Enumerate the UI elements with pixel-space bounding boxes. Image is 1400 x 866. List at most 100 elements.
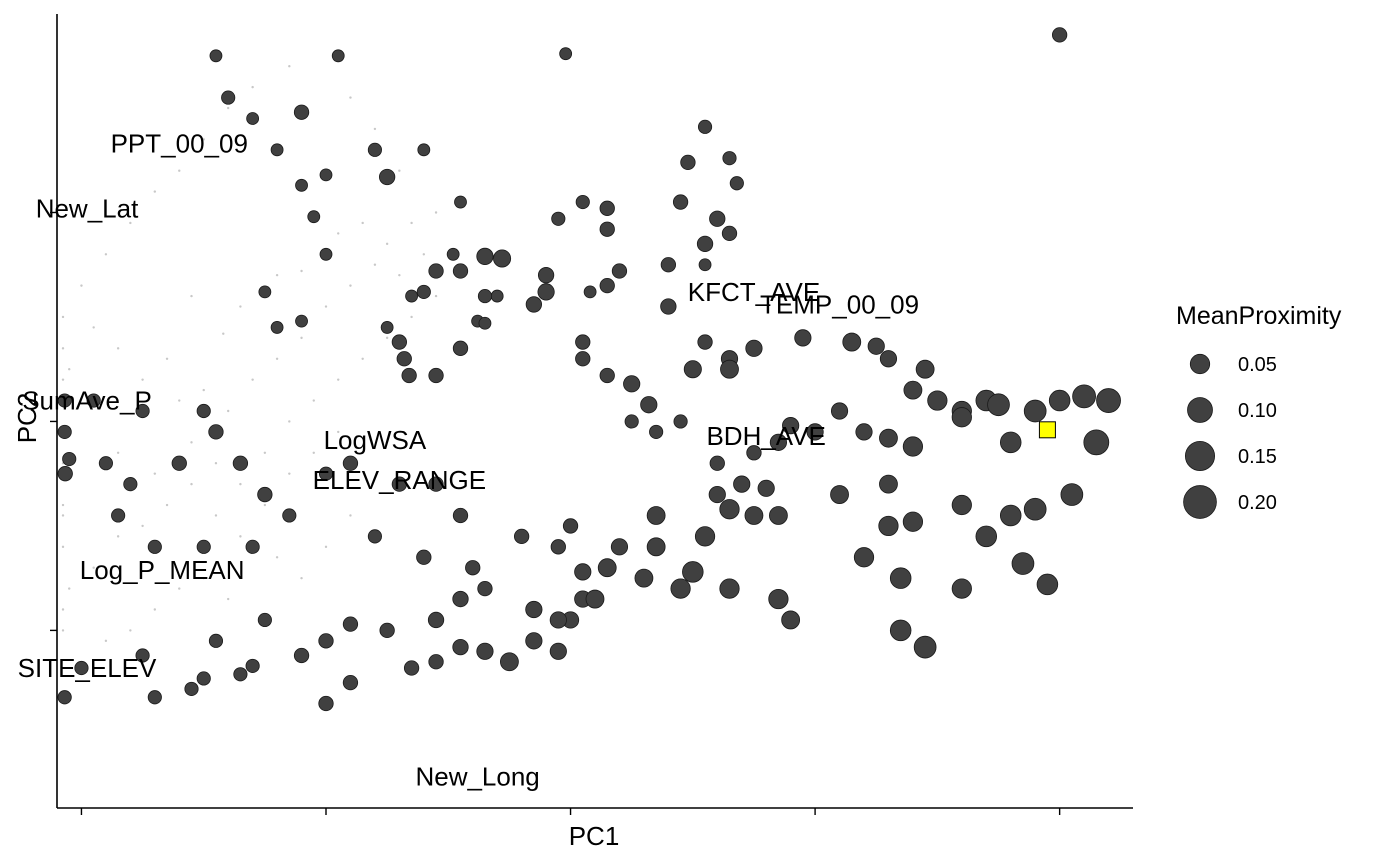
- site-point: [367, 142, 382, 157]
- site-point: [318, 466, 334, 481]
- background-point: [61, 378, 65, 381]
- site-point: [396, 351, 412, 367]
- site-point: [476, 642, 494, 660]
- site-point: [405, 289, 418, 303]
- site-point: [416, 284, 431, 299]
- site-point: [221, 90, 236, 105]
- site-point: [951, 578, 972, 599]
- background-point: [104, 253, 108, 256]
- site-point: [342, 674, 359, 691]
- site-point: [493, 249, 512, 268]
- site-point: [318, 695, 334, 712]
- site-point: [331, 49, 345, 63]
- site-point: [855, 423, 873, 441]
- site-point: [111, 508, 126, 523]
- site-point: [575, 194, 590, 210]
- site-point: [478, 316, 492, 330]
- site-point: [452, 590, 469, 608]
- background-point: [288, 472, 291, 475]
- site-point: [57, 690, 72, 705]
- site-point: [867, 337, 885, 355]
- site-point: [293, 104, 310, 120]
- y-axis-title: PC2: [12, 393, 42, 444]
- site-point: [708, 485, 726, 504]
- site-point: [672, 194, 689, 210]
- site-point: [477, 580, 493, 597]
- site-point: [391, 476, 408, 492]
- site-point: [697, 334, 713, 350]
- site-point: [575, 334, 591, 350]
- background-point: [337, 378, 340, 381]
- site-point: [246, 112, 260, 125]
- legend: MeanProximity 0.05 0.10 0.15 0.20: [1176, 302, 1342, 519]
- site-point: [367, 529, 382, 544]
- site-point: [746, 445, 762, 461]
- site-point: [428, 263, 444, 279]
- site-point: [782, 417, 800, 435]
- site-point: [428, 367, 444, 384]
- site-point: [903, 380, 923, 400]
- site-point: [649, 424, 664, 439]
- site-point: [476, 247, 494, 265]
- site-point: [135, 648, 150, 663]
- variable-label: LogWSA: [324, 425, 427, 455]
- background-point: [214, 514, 218, 517]
- background-point: [116, 535, 120, 538]
- site-point: [879, 474, 898, 494]
- site-point: [559, 47, 573, 61]
- site-point: [233, 667, 248, 682]
- site-point: [282, 508, 297, 523]
- background-point: [153, 608, 157, 611]
- background-point: [141, 524, 144, 528]
- background-point: [190, 294, 193, 298]
- background-point: [239, 535, 242, 538]
- background-point: [61, 629, 65, 632]
- background-point: [324, 545, 328, 549]
- site-point: [878, 515, 899, 537]
- background-point: [202, 576, 205, 580]
- background-point: [129, 221, 132, 225]
- site-point: [454, 195, 467, 209]
- site-point: [98, 456, 113, 471]
- background-point: [373, 127, 377, 131]
- background-point: [141, 378, 144, 381]
- site-point: [902, 436, 924, 457]
- background-point: [92, 566, 95, 569]
- site-point: [721, 225, 738, 242]
- site-point: [258, 285, 272, 299]
- site-point: [208, 424, 224, 440]
- site-point: [733, 475, 751, 493]
- background-point: [239, 305, 242, 308]
- background-point: [337, 232, 340, 235]
- background-point: [61, 315, 65, 319]
- site-point: [1060, 483, 1084, 506]
- site-point: [416, 549, 432, 565]
- site-point: [257, 486, 273, 503]
- site-point: [380, 321, 394, 334]
- site-point: [537, 267, 555, 284]
- background-point: [398, 273, 401, 277]
- legend-key: [1187, 397, 1213, 423]
- site-point: [446, 247, 460, 261]
- background-point: [61, 503, 65, 507]
- legend-label: 0.20: [1238, 492, 1277, 514]
- site-point: [171, 455, 187, 471]
- site-point: [525, 632, 543, 650]
- site-point: [709, 455, 725, 471]
- site-point: [525, 600, 543, 619]
- site-point: [951, 407, 972, 428]
- site-point: [1048, 389, 1071, 412]
- site-point: [660, 298, 677, 315]
- background-point: [349, 96, 352, 99]
- site-point: [57, 424, 72, 439]
- legend-entries: 0.05 0.10 0.15 0.20: [1183, 353, 1277, 519]
- site-point: [682, 561, 704, 583]
- site-point: [537, 283, 555, 301]
- background-point: [165, 503, 169, 507]
- background-point: [239, 482, 242, 486]
- site-point: [1036, 573, 1059, 596]
- site-point: [680, 154, 696, 170]
- legend-key: [1189, 353, 1211, 375]
- background-point: [61, 514, 65, 517]
- background-point: [68, 368, 71, 371]
